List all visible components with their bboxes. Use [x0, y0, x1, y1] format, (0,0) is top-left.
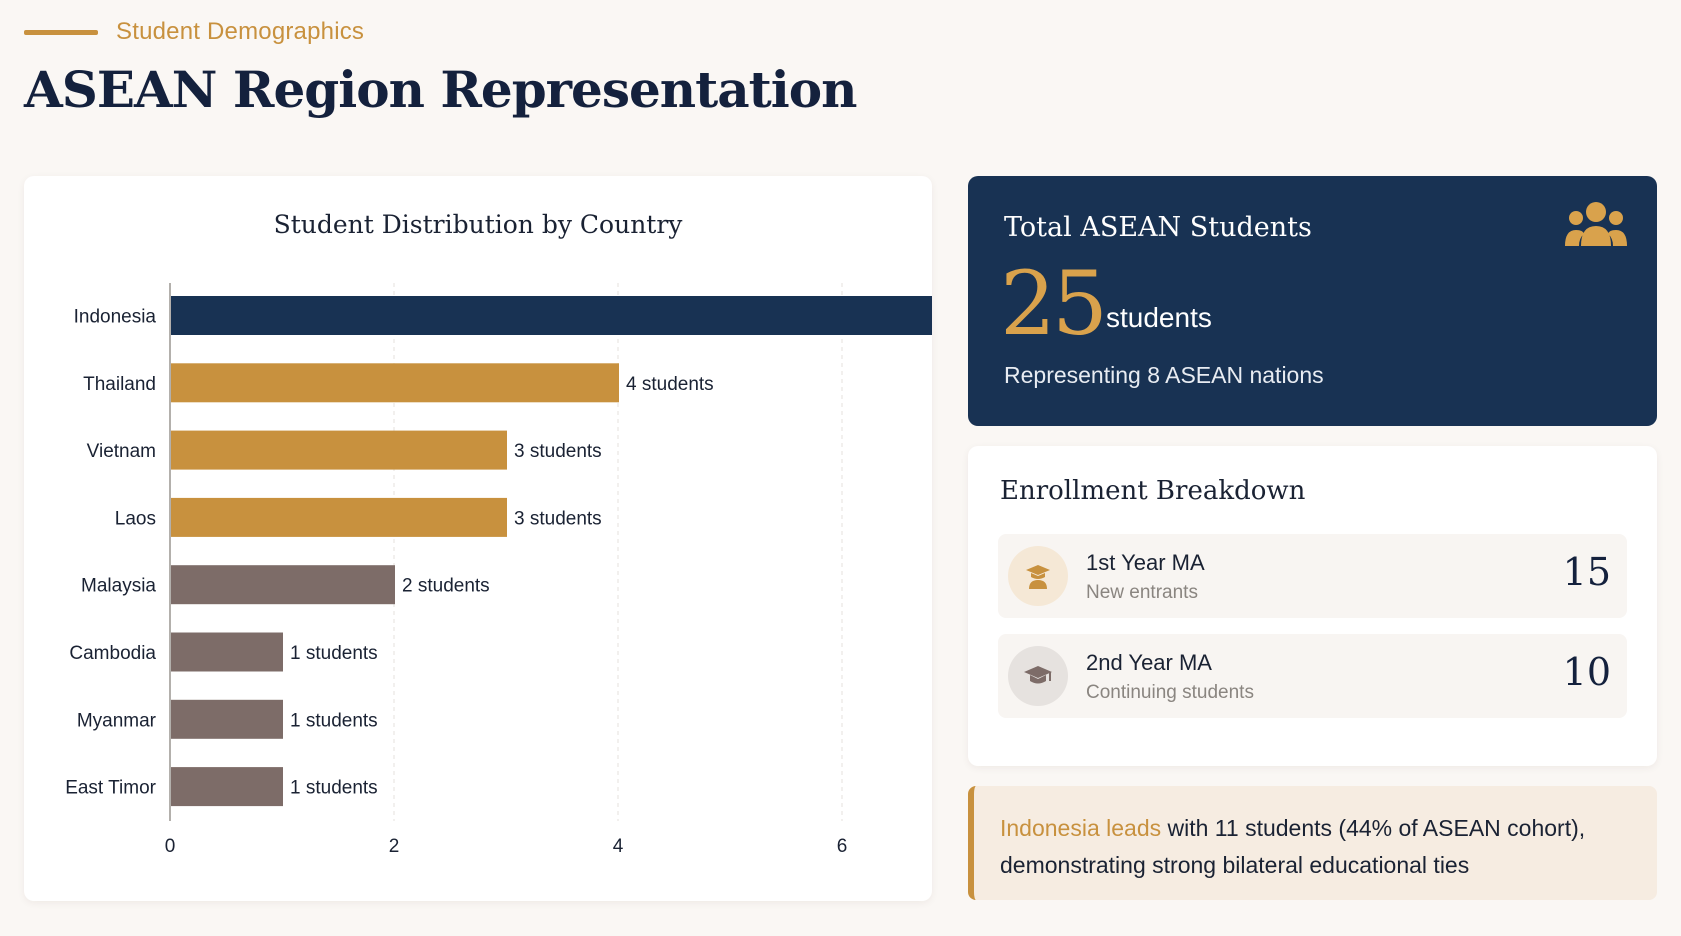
total-count: 25 — [1000, 252, 1108, 355]
bar-malaysia — [171, 565, 395, 605]
chart-title: Student Distribution by Country — [273, 210, 683, 239]
enrollment-title: Enrollment Breakdown — [1000, 476, 1306, 506]
insight-callout: Indonesia leads with 11 students (44% of… — [968, 786, 1657, 900]
data-label: 3 students — [514, 508, 602, 529]
total-subtitle: Representing 8 ASEAN nations — [1004, 362, 1324, 388]
users-group-icon — [1565, 202, 1627, 246]
enrollment-count: 15 — [1562, 550, 1611, 594]
eyebrow-label: Student Demographics — [116, 18, 365, 45]
category-label: Vietnam — [87, 441, 156, 462]
chart-card: Student Distribution by Country 02468101… — [24, 176, 932, 901]
bar-chart: 024681012Indonesia11 studentsThailand4 s… — [65, 283, 932, 857]
bar-thailand — [171, 363, 619, 403]
eyebrow-accent-line — [24, 29, 98, 35]
callout-highlight: Indonesia leads — [1000, 815, 1162, 841]
enrollment-sublabel: Continuing students — [1086, 682, 1254, 703]
enrollment-label: 2nd Year MA — [1086, 650, 1212, 675]
enrollment-card: Enrollment Breakdown 1st Year MA New ent… — [968, 446, 1657, 766]
bar-indonesia — [171, 296, 932, 335]
page-title: ASEAN Region Representation — [24, 60, 857, 119]
data-label: 4 students — [626, 374, 714, 395]
data-label: 2 students — [402, 576, 490, 597]
data-label: 1 students — [290, 643, 378, 664]
bar-cambodia — [171, 632, 283, 672]
total-unit: students — [1106, 302, 1212, 333]
x-tick-label: 0 — [165, 836, 176, 857]
x-tick-label: 2 — [389, 836, 400, 857]
category-label: East Timor — [65, 778, 156, 799]
total-title: Total ASEAN Students — [1004, 212, 1312, 243]
category-label: Myanmar — [77, 710, 157, 731]
bar-laos — [171, 497, 507, 537]
enrollment-row-first-year: 1st Year MA New entrants 15 — [998, 534, 1627, 618]
bar-vietnam — [171, 430, 507, 470]
graduate-icon — [1008, 546, 1068, 606]
enrollment-count: 10 — [1562, 650, 1611, 694]
enrollment-label: 1st Year MA — [1086, 550, 1205, 575]
x-tick-label: 4 — [613, 836, 624, 857]
data-label: 3 students — [514, 441, 602, 462]
enrollment-row-second-year: 2nd Year MA Continuing students 10 — [998, 634, 1627, 718]
data-label: 1 students — [290, 710, 378, 731]
total-students-card: Total ASEAN Students 25 students Represe… — [968, 176, 1657, 426]
callout-text: with 11 students (44% of ASEAN cohort), … — [1000, 815, 1586, 878]
bar-myanmar — [171, 699, 283, 739]
mortarboard-icon — [1008, 646, 1068, 706]
category-label: Thailand — [83, 374, 156, 395]
category-label: Laos — [115, 508, 156, 529]
category-label: Malaysia — [81, 576, 156, 597]
category-label: Indonesia — [74, 307, 157, 328]
bar-east-timor — [171, 767, 283, 807]
section-eyebrow: Student Demographics — [24, 18, 364, 46]
data-label: 1 students — [290, 778, 378, 799]
category-label: Cambodia — [69, 643, 156, 664]
enrollment-sublabel: New entrants — [1086, 582, 1198, 603]
x-tick-label: 6 — [837, 836, 848, 857]
